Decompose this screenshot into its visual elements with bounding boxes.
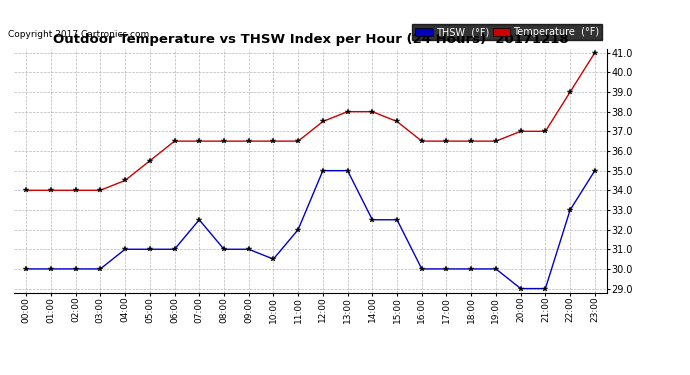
Title: Outdoor Temperature vs THSW Index per Hour (24 Hours)  20171218: Outdoor Temperature vs THSW Index per Ho… <box>52 33 569 46</box>
Legend: THSW  (°F), Temperature  (°F): THSW (°F), Temperature (°F) <box>413 24 602 40</box>
Text: Copyright 2017 Cartronics.com: Copyright 2017 Cartronics.com <box>8 30 149 39</box>
